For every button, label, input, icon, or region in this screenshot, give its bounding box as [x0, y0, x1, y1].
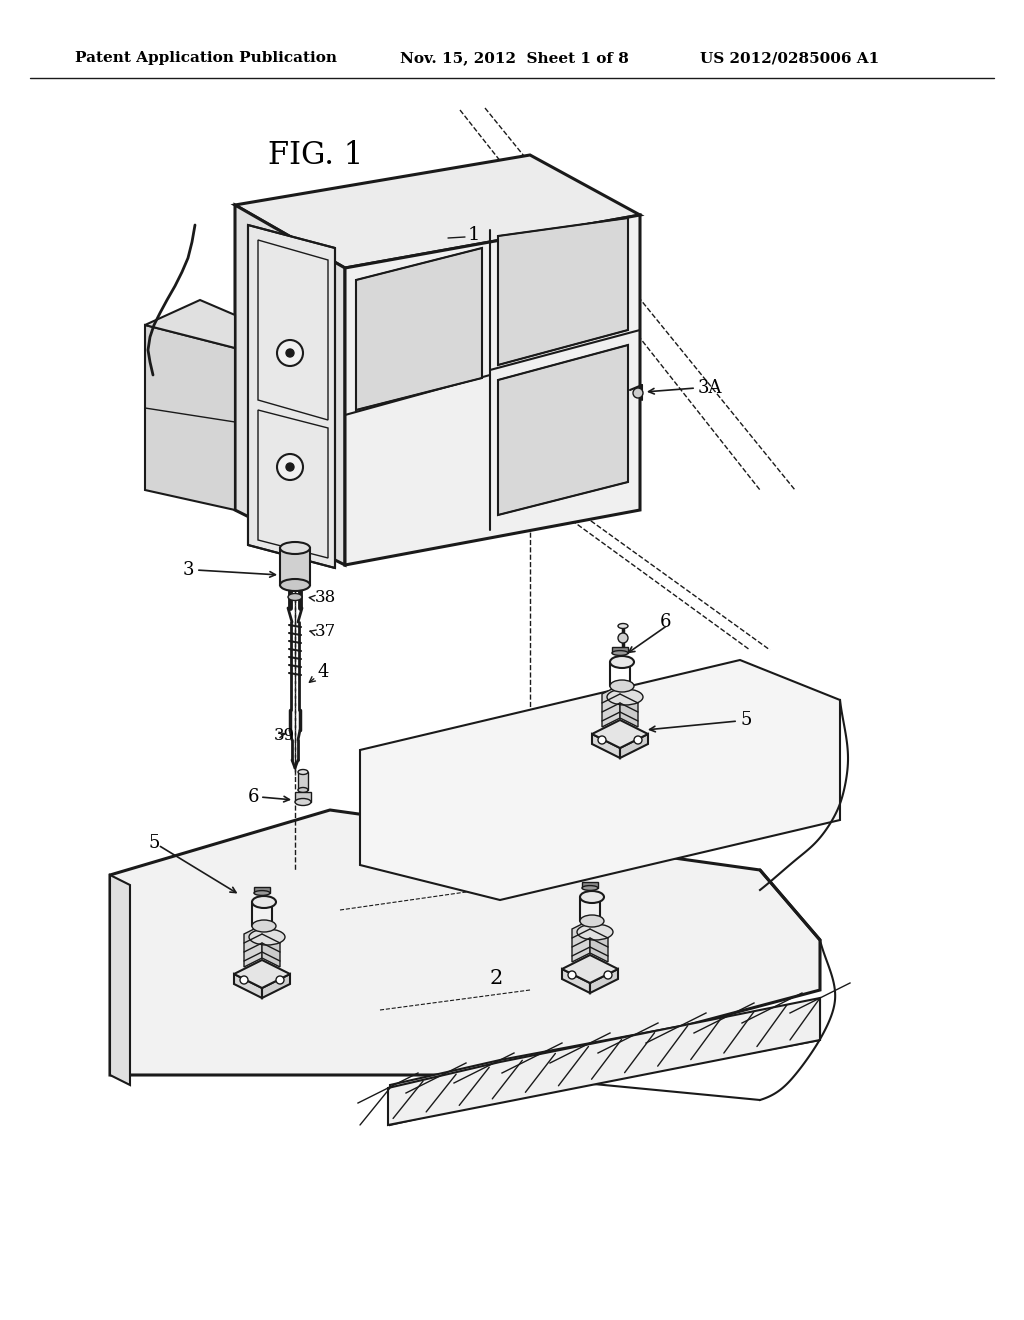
- Polygon shape: [390, 1001, 820, 1125]
- Ellipse shape: [580, 915, 604, 927]
- Text: 3A: 3A: [698, 379, 723, 397]
- Polygon shape: [258, 411, 328, 558]
- Polygon shape: [620, 685, 638, 727]
- Text: 39: 39: [274, 726, 295, 743]
- Circle shape: [568, 972, 575, 979]
- Polygon shape: [234, 154, 640, 268]
- Text: 2: 2: [490, 969, 503, 987]
- Text: 6: 6: [248, 788, 259, 807]
- Text: 1: 1: [468, 226, 480, 244]
- Text: FIG. 1: FIG. 1: [268, 140, 364, 170]
- Polygon shape: [110, 875, 130, 1085]
- Ellipse shape: [288, 594, 302, 601]
- Circle shape: [598, 737, 606, 744]
- Circle shape: [240, 975, 248, 983]
- Polygon shape: [592, 734, 620, 758]
- Ellipse shape: [252, 896, 276, 908]
- Polygon shape: [262, 925, 280, 968]
- Polygon shape: [280, 548, 310, 585]
- Text: 37: 37: [315, 623, 336, 640]
- Ellipse shape: [618, 623, 628, 628]
- Polygon shape: [345, 215, 640, 565]
- Text: 3: 3: [183, 561, 195, 579]
- Text: 4: 4: [318, 663, 330, 681]
- Polygon shape: [562, 954, 618, 983]
- Ellipse shape: [280, 543, 310, 554]
- Ellipse shape: [610, 680, 634, 692]
- Ellipse shape: [580, 891, 604, 903]
- Ellipse shape: [610, 656, 634, 668]
- Polygon shape: [602, 685, 620, 727]
- Ellipse shape: [254, 891, 270, 895]
- Circle shape: [278, 341, 303, 366]
- Polygon shape: [388, 998, 820, 1125]
- Ellipse shape: [298, 788, 308, 792]
- Polygon shape: [360, 660, 840, 900]
- Ellipse shape: [298, 770, 308, 775]
- Polygon shape: [562, 969, 590, 993]
- Circle shape: [618, 634, 628, 643]
- Polygon shape: [582, 882, 598, 888]
- Polygon shape: [234, 205, 345, 565]
- Ellipse shape: [612, 651, 628, 656]
- Ellipse shape: [607, 689, 643, 705]
- Text: 5: 5: [740, 711, 752, 729]
- Polygon shape: [298, 772, 308, 789]
- Circle shape: [634, 737, 642, 744]
- Polygon shape: [592, 719, 648, 748]
- Polygon shape: [110, 810, 820, 1074]
- Polygon shape: [262, 974, 290, 998]
- Ellipse shape: [577, 924, 613, 940]
- Polygon shape: [234, 960, 290, 987]
- Circle shape: [276, 975, 284, 983]
- Circle shape: [286, 348, 294, 356]
- Polygon shape: [498, 345, 628, 515]
- Polygon shape: [572, 920, 590, 962]
- Text: US 2012/0285006 A1: US 2012/0285006 A1: [700, 51, 880, 65]
- Text: 5: 5: [148, 834, 160, 851]
- Ellipse shape: [295, 799, 311, 805]
- Text: 6: 6: [660, 612, 672, 631]
- Ellipse shape: [582, 886, 598, 891]
- Polygon shape: [234, 974, 262, 998]
- Ellipse shape: [280, 579, 310, 591]
- Polygon shape: [145, 325, 234, 510]
- Polygon shape: [620, 734, 648, 758]
- Polygon shape: [590, 920, 608, 962]
- Polygon shape: [244, 925, 262, 968]
- Polygon shape: [498, 218, 628, 366]
- Circle shape: [633, 388, 643, 399]
- Polygon shape: [590, 969, 618, 993]
- Polygon shape: [258, 240, 328, 420]
- Polygon shape: [295, 792, 311, 803]
- Circle shape: [286, 463, 294, 471]
- Polygon shape: [248, 224, 335, 568]
- Text: Patent Application Publication: Patent Application Publication: [75, 51, 337, 65]
- Polygon shape: [612, 647, 628, 653]
- Polygon shape: [145, 300, 234, 348]
- Circle shape: [604, 972, 612, 979]
- Ellipse shape: [249, 929, 285, 945]
- Circle shape: [278, 454, 303, 480]
- Text: 38: 38: [315, 590, 336, 606]
- Polygon shape: [356, 248, 482, 411]
- Ellipse shape: [252, 920, 276, 932]
- Polygon shape: [254, 887, 270, 894]
- Text: Nov. 15, 2012  Sheet 1 of 8: Nov. 15, 2012 Sheet 1 of 8: [400, 51, 629, 65]
